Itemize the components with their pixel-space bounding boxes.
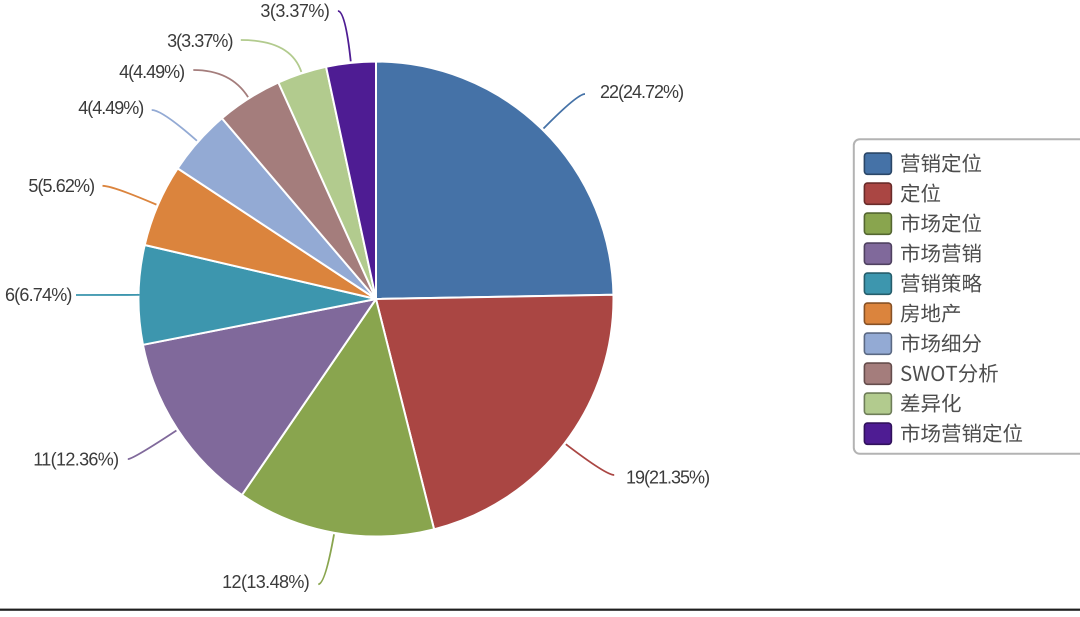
svg-text:11(12.36%): 11(12.36%) [33, 450, 118, 470]
svg-text:22(24.72%): 22(24.72%) [600, 82, 683, 102]
svg-text:12(13.48%): 12(13.48%) [222, 572, 309, 592]
svg-text:19(21.35%): 19(21.35%) [626, 468, 709, 488]
svg-text:3(3.37%): 3(3.37%) [167, 31, 232, 51]
svg-text:5(5.62%): 5(5.62%) [28, 176, 94, 196]
svg-text:6(6.74%): 6(6.74%) [5, 285, 72, 305]
svg-text:4(4.49%): 4(4.49%) [78, 98, 143, 118]
svg-text:4(4.49%): 4(4.49%) [119, 62, 184, 82]
svg-text:3(3.37%): 3(3.37%) [260, 1, 329, 21]
